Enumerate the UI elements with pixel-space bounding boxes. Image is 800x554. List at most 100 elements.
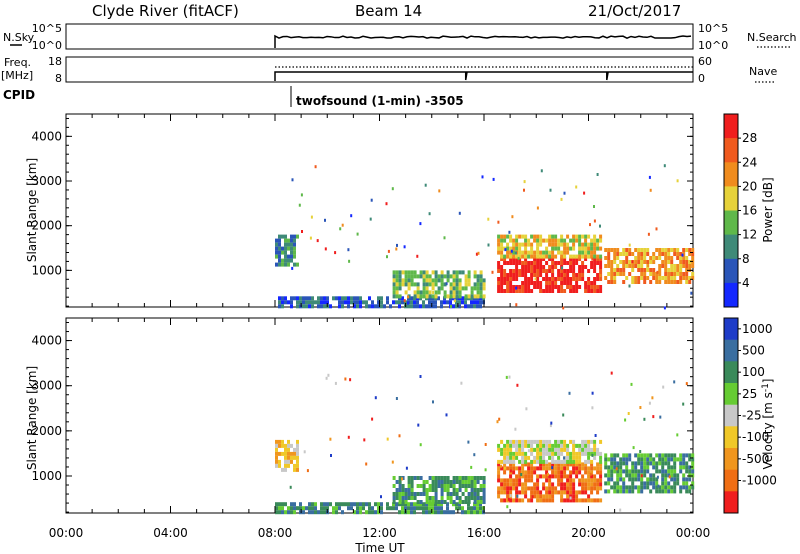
echo-cell: [455, 304, 458, 309]
echo-cell: [434, 304, 437, 309]
echo-cell: [287, 463, 290, 468]
echo-cell: [416, 294, 420, 299]
echo-cell: [599, 265, 603, 269]
echo-cell: [395, 397, 398, 400]
echo-cell: [510, 249, 513, 253]
echo-cell: [590, 254, 594, 259]
echo-cell: [487, 243, 490, 247]
echo-cell: [551, 281, 555, 285]
echo-cell: [455, 496, 459, 500]
echo-cell: [593, 205, 595, 208]
echo-cell: [281, 506, 284, 511]
echo-cell: [374, 502, 377, 507]
echo-cell: [461, 500, 465, 504]
echo-cell: [587, 269, 591, 273]
echo-cell: [401, 270, 405, 275]
echo-cell: [530, 486, 534, 491]
echo-cell: [534, 277, 537, 281]
echo-cell: [341, 510, 344, 515]
colorbar-segment: [724, 448, 738, 471]
echo-cell: [479, 300, 482, 305]
echo-cell: [581, 474, 585, 479]
echo-cell: [461, 476, 465, 480]
echo-cell: [410, 496, 414, 500]
echo-cell: [533, 269, 537, 273]
echo-cell: [545, 474, 549, 479]
echo-cell: [548, 478, 552, 483]
echo-cell: [560, 234, 564, 239]
echo-cell: [587, 447, 591, 452]
echo-cell: [464, 286, 468, 291]
echo-cell: [685, 276, 689, 280]
echo-cell: [464, 510, 467, 515]
echo-cell: [419, 506, 422, 511]
echo-cell: [521, 273, 525, 277]
echo-cell: [584, 238, 588, 243]
echo-cell: [341, 223, 344, 227]
echo-cell: [407, 270, 411, 275]
echo-cell: [584, 289, 588, 293]
echo-cell: [512, 285, 516, 289]
echo-cell: [587, 439, 591, 444]
echo-cell: [685, 280, 689, 284]
echo-cell: [536, 486, 540, 491]
echo-cell: [278, 304, 281, 309]
echo-cell: [619, 489, 623, 494]
echo-cell: [530, 451, 534, 456]
echo-cell: [482, 496, 486, 500]
echo-cell: [434, 500, 438, 504]
echo-cell: [688, 465, 692, 470]
echo-cell: [425, 502, 428, 507]
echo-cell: [278, 254, 281, 259]
echo-cell: [533, 254, 537, 259]
echo-cell: [314, 300, 317, 305]
echo-cell: [599, 269, 603, 273]
echo-cell: [676, 433, 679, 437]
echo-cell: [527, 455, 531, 460]
echo-cell: [425, 488, 429, 492]
echo-cell: [479, 274, 483, 279]
colorbar-tick-label: -500: [742, 452, 769, 466]
echo-cell: [476, 500, 480, 504]
echo-cell: [542, 498, 546, 503]
echo-cell: [533, 486, 537, 491]
echo-cell: [545, 462, 549, 467]
echo-cell: [685, 465, 689, 470]
echo-cell: [607, 477, 611, 482]
echo-cell: [449, 480, 453, 484]
echo-cell: [287, 439, 290, 444]
echo-cell: [572, 470, 576, 475]
echo-cell: [664, 252, 668, 256]
echo-cell: [581, 261, 585, 265]
echo-cell: [308, 304, 311, 309]
echo-cell: [293, 467, 296, 472]
echo-cell: [461, 484, 465, 488]
echo-cell: [572, 486, 576, 491]
echo-cell: [293, 242, 296, 247]
power-ylabel: Slant Range [km]: [25, 158, 39, 262]
echo-cell: [275, 506, 278, 511]
echo-cell: [284, 510, 287, 515]
echo-cell: [334, 251, 337, 255]
colorbar-segment: [724, 258, 738, 284]
echo-cell: [404, 274, 408, 279]
echo-cell: [569, 490, 573, 495]
echo-cell: [287, 447, 290, 452]
echo-cell: [655, 489, 659, 494]
echo-cell: [646, 477, 650, 482]
nsky-tick-bottom-right: 10^0: [698, 39, 728, 52]
echo-cell: [521, 459, 525, 464]
echo-cell: [536, 246, 540, 251]
echo-cell: [311, 296, 314, 301]
echo-cell: [685, 485, 689, 490]
echo-cell: [293, 506, 296, 511]
echo-cell: [560, 197, 563, 201]
echo-cell: [563, 456, 566, 460]
echo-cell: [648, 401, 651, 405]
echo-cell: [566, 498, 570, 503]
echo-cell: [464, 294, 468, 299]
echo-cell: [413, 506, 416, 511]
echo-cell: [533, 261, 537, 265]
echo-cell: [479, 286, 483, 291]
echo-cell: [314, 510, 317, 515]
